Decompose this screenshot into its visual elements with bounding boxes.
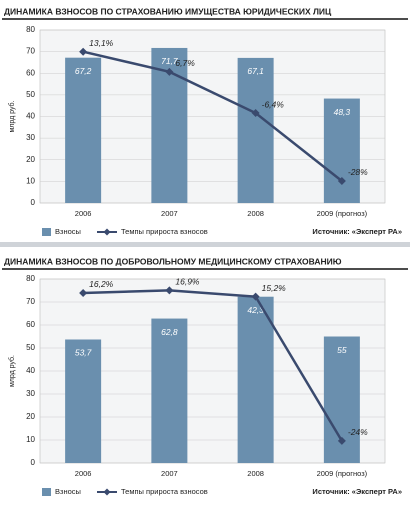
legend-label: Взносы	[55, 227, 81, 236]
legend-marker	[103, 488, 111, 496]
line-value-label: 15,2%	[262, 283, 287, 293]
bar-value-label: 53,7	[75, 348, 92, 358]
bar-value-label: 55	[337, 345, 347, 355]
bar	[237, 57, 274, 203]
x-tick-label: 2008	[247, 469, 264, 478]
separator	[0, 242, 410, 247]
bar-value-label: 67,2	[75, 66, 92, 76]
bar	[151, 318, 188, 463]
x-tick-label: 2007	[161, 209, 178, 218]
line-value-label: 16,2%	[89, 279, 114, 289]
line-value-label: -24%	[348, 427, 368, 437]
line-marker	[337, 176, 346, 185]
x-tick-label: 2009 (прогноз)	[317, 469, 368, 478]
y-axis-label: млрд руб.	[8, 100, 16, 132]
y-tick-label: 30	[26, 389, 35, 398]
y-tick-label: 70	[26, 297, 35, 306]
legend-label: Темпы прироста взносов	[121, 487, 208, 496]
legend-swatch	[42, 488, 51, 496]
x-tick-label: 2008	[247, 209, 264, 218]
chart-title: ДИНАМИКА ВЗНОСОВ ПО СТРАХОВАНИЮ ИМУЩЕСТВ…	[4, 6, 332, 16]
x-tick-label: 2007	[161, 469, 178, 478]
y-tick-label: 50	[26, 90, 35, 99]
line-value-label: 13,1%	[89, 38, 114, 48]
line-marker	[165, 286, 174, 295]
bar	[323, 98, 360, 203]
y-tick-label: 60	[26, 320, 35, 329]
legend-label: Взносы	[55, 487, 81, 496]
y-tick-label: 20	[26, 412, 35, 421]
y-tick-label: 40	[26, 366, 35, 375]
line-marker	[79, 288, 88, 297]
y-tick-label: 80	[26, 274, 35, 283]
y-tick-label: 0	[31, 198, 36, 207]
legend-swatch	[42, 228, 51, 236]
bar-value-label: 48,3	[334, 107, 351, 117]
legend-marker	[103, 228, 111, 236]
line-value-label: 6,7%	[175, 58, 195, 68]
y-tick-label: 80	[26, 25, 35, 34]
line-marker	[337, 436, 346, 445]
bar	[65, 339, 102, 463]
line	[82, 50, 343, 182]
bar	[65, 57, 102, 204]
source: Источник: «Эксперт РА»	[312, 227, 402, 236]
bar	[237, 296, 274, 463]
y-tick-label: 60	[26, 68, 35, 77]
line	[83, 289, 343, 442]
y-tick-label: 40	[26, 112, 35, 121]
x-tick-label: 2009 (прогноз)	[317, 209, 368, 218]
x-tick-label: 2006	[75, 209, 92, 218]
y-axis-label: млрд руб.	[8, 355, 16, 387]
bar-value-label: 42,3	[247, 305, 264, 315]
line-marker	[165, 67, 174, 76]
y-tick-label: 30	[26, 133, 35, 142]
chart-title: ДИНАМИКА ВЗНОСОВ ПО ДОБРОВОЛЬНОМУ МЕДИЦИ…	[4, 256, 342, 266]
line-value-label: -6,4%	[262, 99, 285, 109]
bar-value-label: 67,1	[247, 66, 264, 76]
line-marker	[251, 109, 260, 118]
y-tick-label: 10	[26, 176, 35, 185]
line-marker	[251, 292, 260, 301]
y-tick-label: 10	[26, 435, 35, 444]
y-tick-label: 20	[26, 155, 35, 164]
line-value-label: -28%	[348, 167, 368, 177]
x-tick-label: 2006	[75, 469, 92, 478]
y-tick-label: 0	[31, 458, 36, 467]
legend-label: Темпы прироста взносов	[121, 227, 208, 236]
bar-value-label: 62,8	[161, 327, 178, 337]
line-marker	[79, 47, 88, 56]
y-tick-label: 50	[26, 343, 35, 352]
line-value-label: 16,9%	[175, 277, 200, 287]
bar-value-label: 71,7	[161, 56, 178, 66]
y-tick-label: 70	[26, 47, 35, 56]
source: Источник: «Эксперт РА»	[312, 487, 402, 496]
